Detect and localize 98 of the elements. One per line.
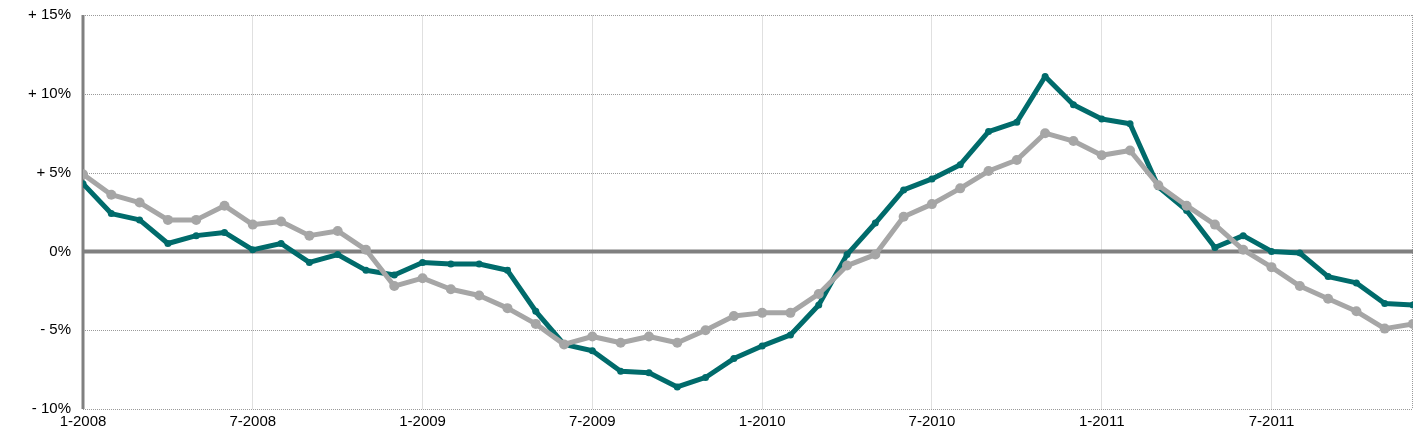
point — [1211, 243, 1219, 251]
point — [1096, 150, 1107, 161]
point — [1239, 232, 1247, 240]
point — [304, 230, 315, 241]
point — [134, 197, 145, 208]
point — [1268, 247, 1276, 255]
point — [136, 216, 144, 224]
point — [700, 325, 711, 336]
point — [474, 290, 485, 301]
point — [107, 210, 115, 218]
point — [757, 307, 768, 318]
point — [390, 271, 398, 279]
point — [277, 240, 285, 248]
point — [1351, 306, 1362, 317]
point — [926, 199, 937, 210]
point — [843, 251, 851, 259]
point — [1296, 249, 1304, 257]
point — [447, 260, 455, 268]
point — [1352, 279, 1360, 287]
x-tick-label: 1-2011 — [1078, 412, 1125, 430]
point — [1125, 145, 1136, 156]
point — [1068, 136, 1079, 147]
point — [730, 355, 738, 363]
y-tick-label: + 15% — [28, 5, 71, 23]
point — [1181, 200, 1192, 211]
point — [162, 214, 173, 225]
point — [842, 260, 853, 271]
point — [475, 260, 483, 268]
point — [1324, 273, 1332, 281]
point — [1266, 262, 1277, 273]
point — [502, 303, 513, 314]
point — [587, 331, 598, 342]
point — [645, 369, 653, 377]
point — [643, 331, 654, 342]
point — [588, 347, 596, 355]
point — [1294, 281, 1305, 292]
point — [247, 219, 258, 230]
y-tick-label: - 5% — [40, 320, 71, 338]
point — [615, 337, 626, 348]
point — [276, 216, 287, 227]
point — [928, 175, 936, 183]
point — [191, 214, 202, 225]
point — [672, 337, 683, 348]
point — [1069, 101, 1077, 109]
point — [417, 273, 428, 284]
point — [1013, 118, 1021, 126]
point — [249, 246, 257, 254]
point — [1379, 323, 1390, 334]
point — [758, 342, 766, 350]
point — [673, 383, 681, 391]
point — [617, 367, 625, 375]
y-tick-label: + 5% — [36, 162, 71, 180]
point — [1098, 115, 1106, 123]
point — [360, 244, 371, 255]
point — [1238, 244, 1249, 255]
point — [985, 128, 993, 136]
y-tick-label: 0% — [49, 241, 71, 259]
point — [900, 186, 908, 194]
point — [983, 166, 994, 177]
point — [815, 301, 823, 309]
point — [786, 331, 794, 339]
point — [1381, 299, 1389, 307]
point — [106, 189, 117, 200]
x-tick-label: 7-2011 — [1248, 412, 1295, 430]
point — [503, 266, 511, 274]
point — [532, 307, 540, 315]
point — [702, 373, 710, 381]
point — [334, 251, 342, 259]
point — [220, 228, 228, 236]
point — [305, 258, 313, 266]
point — [956, 161, 964, 169]
point — [419, 258, 427, 266]
point — [530, 318, 541, 329]
point — [898, 211, 909, 222]
point — [870, 249, 881, 260]
x-tick-label: 7-2010 — [908, 412, 956, 430]
point — [164, 240, 172, 248]
point — [1209, 219, 1220, 230]
x-tick-label: 7-2009 — [569, 412, 616, 430]
point — [1011, 154, 1022, 165]
x-tick-label: 1-2009 — [399, 412, 446, 430]
point — [1323, 293, 1334, 304]
point — [813, 288, 824, 299]
point — [785, 307, 796, 318]
point — [955, 183, 966, 194]
point — [389, 281, 400, 292]
point — [332, 225, 343, 236]
point — [445, 284, 456, 295]
point — [192, 232, 200, 240]
point — [362, 266, 370, 274]
point — [219, 200, 230, 211]
point — [1040, 128, 1051, 139]
x-tick-label: 1-2010 — [738, 412, 786, 430]
point — [871, 219, 879, 227]
y-tick-label: + 10% — [28, 83, 71, 101]
x-tick-label: 7-2008 — [229, 412, 277, 430]
point — [1126, 120, 1134, 128]
point — [728, 311, 739, 322]
